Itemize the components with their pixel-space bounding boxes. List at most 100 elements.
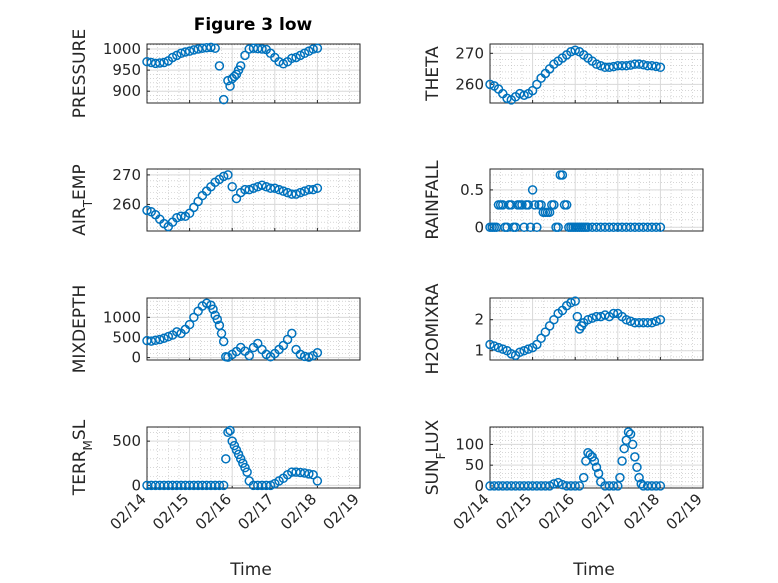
data-point	[540, 481, 551, 491]
data-point	[227, 436, 237, 446]
data-point	[617, 456, 627, 466]
data-point	[206, 42, 216, 53]
data-point	[532, 222, 542, 233]
data-point	[308, 469, 318, 480]
data-point	[651, 222, 661, 233]
data-point	[519, 90, 529, 100]
data-point	[238, 458, 248, 468]
data-point	[244, 350, 254, 361]
data-point	[519, 222, 529, 233]
x-tick-label: 02/19	[663, 490, 706, 533]
data-point	[613, 481, 623, 491]
data-point	[570, 45, 580, 55]
data-point	[636, 479, 646, 489]
data-point	[312, 348, 323, 358]
data-point	[532, 339, 542, 350]
data-point	[608, 308, 619, 319]
x-tick-label: 02/18	[620, 490, 663, 533]
data-point	[587, 313, 597, 323]
axes-box	[489, 297, 704, 361]
data-point	[621, 314, 632, 325]
data-point	[312, 183, 323, 193]
data-point	[240, 462, 250, 473]
data-point	[570, 481, 580, 491]
data-point	[515, 347, 525, 357]
x-tick-label: 02/16	[535, 490, 578, 533]
data-point	[519, 345, 529, 356]
y-tick-label: 2	[474, 311, 484, 329]
y-tick-label: 0.5	[460, 181, 484, 199]
data-point	[600, 310, 610, 320]
data-point	[493, 342, 504, 353]
data-point	[184, 319, 195, 330]
subplot-terr: 0 500 02/14 02/15 02/16 02/17 02/18 02/19 TERRMS…	[70, 419, 363, 533]
data-point	[214, 480, 225, 491]
data-point	[142, 205, 152, 216]
y-axis-label: TERRMSL	[70, 419, 95, 496]
data-point	[557, 170, 568, 180]
data-point	[218, 171, 229, 182]
subplot-air: 260 270 AIRTEMP	[70, 164, 361, 236]
data-point	[233, 449, 244, 460]
data-point	[295, 187, 306, 198]
y-tick-label: 1000	[103, 40, 141, 58]
data-point	[619, 443, 629, 454]
subplot-rainfall: 0 0.5 RAINFALL	[423, 160, 704, 240]
axes-box	[146, 426, 361, 489]
data-point	[655, 481, 666, 491]
x-tick-label: 02/14	[107, 490, 150, 533]
data-point	[642, 318, 653, 328]
data-point	[287, 328, 297, 339]
data-point	[553, 222, 563, 233]
y-axis-label: RAINFALL	[423, 160, 443, 240]
data-point	[536, 333, 546, 344]
data-point	[572, 311, 583, 322]
data-point	[621, 60, 632, 71]
y-axis-label: AIRTEMP	[70, 164, 95, 235]
data-point	[155, 334, 165, 345]
data-point	[240, 50, 250, 61]
data-point	[647, 60, 657, 71]
data-point	[517, 200, 527, 210]
data-point	[485, 79, 495, 90]
data-point	[244, 184, 254, 195]
data-point	[527, 85, 538, 96]
figure-title: Figure 3 low	[194, 15, 313, 35]
data-point	[172, 212, 182, 223]
data-point	[299, 468, 310, 478]
subplot-h2omixra: 1 2 H2OMIXRA	[423, 283, 704, 375]
data-point	[176, 211, 186, 221]
x-tick-label: 02/15	[492, 490, 535, 533]
data-point	[312, 43, 323, 53]
data-point	[163, 331, 174, 342]
y-tick-label: 100	[455, 435, 484, 453]
data-point	[229, 440, 240, 451]
data-point	[632, 462, 642, 473]
data-point	[651, 316, 661, 326]
data-point	[608, 481, 619, 491]
data-point	[223, 427, 233, 438]
data-point	[180, 47, 191, 57]
data-point	[574, 481, 585, 491]
data-point	[172, 327, 182, 337]
data-point	[304, 184, 314, 195]
y-axis-label: MIXDEPTH	[70, 285, 90, 374]
data-point	[308, 184, 318, 195]
data-point	[655, 222, 666, 233]
y-tick-label: 0	[131, 476, 141, 494]
y-tick-label: 500	[112, 328, 141, 346]
data-point	[506, 349, 517, 359]
data-point	[225, 425, 235, 436]
data-point	[498, 344, 508, 354]
data-point	[229, 71, 240, 82]
data-point	[155, 58, 165, 68]
data-point	[630, 452, 640, 462]
x-tick-label: 02/15	[149, 490, 192, 533]
x-tick-label: 02/17	[234, 490, 277, 533]
data-point	[189, 45, 199, 55]
data-point	[532, 79, 542, 90]
y-tick-label: 270	[455, 44, 484, 62]
data-point	[278, 186, 289, 196]
data-point	[540, 327, 551, 337]
